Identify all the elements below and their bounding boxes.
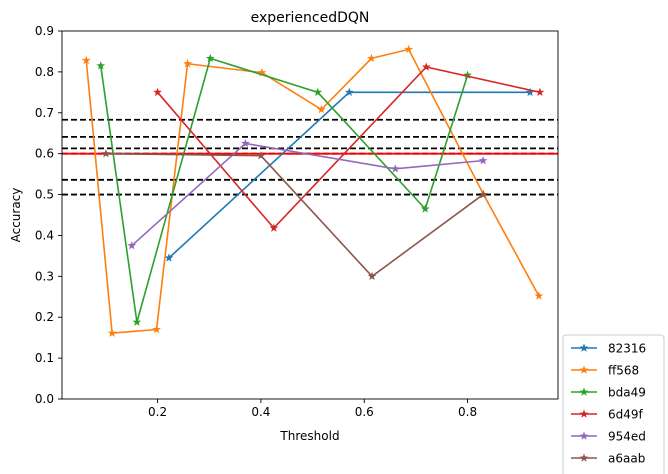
chart-title: experiencedDQN bbox=[251, 10, 370, 26]
data-point bbox=[534, 291, 544, 300]
data-point bbox=[241, 138, 250, 148]
data-point bbox=[344, 87, 354, 97]
data-point bbox=[183, 59, 192, 68]
legend-marker bbox=[579, 343, 589, 352]
series-bda49 bbox=[96, 53, 472, 326]
legend-item: bda49 bbox=[571, 386, 646, 400]
series-line bbox=[131, 142, 484, 247]
legend-marker bbox=[579, 387, 589, 396]
series-82316 bbox=[164, 87, 535, 262]
x-tick-label: 0.4 bbox=[251, 405, 270, 419]
legend-marker bbox=[579, 409, 589, 418]
y-tick-label: 0.8 bbox=[35, 65, 54, 79]
series-line bbox=[99, 57, 469, 323]
legend-item: a6aab bbox=[571, 452, 645, 466]
series-line bbox=[105, 152, 484, 278]
data-point bbox=[257, 68, 267, 77]
legend-marker bbox=[579, 431, 589, 440]
y-tick-label: 0.9 bbox=[35, 24, 54, 38]
data-point bbox=[164, 253, 174, 262]
y-axis-label: Accuracy bbox=[9, 188, 23, 243]
data-point bbox=[404, 44, 414, 54]
plot-area bbox=[61, 30, 559, 400]
x-tick-label: 0.6 bbox=[355, 405, 374, 419]
y-tick-label: 0.4 bbox=[35, 228, 54, 242]
legend-label: 82316 bbox=[608, 342, 646, 356]
series-line bbox=[156, 66, 541, 230]
legend-label: 6d49f bbox=[608, 408, 644, 422]
legend-marker bbox=[579, 365, 589, 374]
data-point bbox=[81, 55, 91, 65]
series-6d49f bbox=[153, 62, 545, 232]
x-axis-ticks: 0.2 0.4 0.6 0.8 bbox=[148, 399, 477, 419]
series-ff568 bbox=[81, 44, 544, 337]
y-tick-label: 0.3 bbox=[35, 269, 54, 283]
y-tick-label: 0.1 bbox=[35, 351, 54, 365]
data-point bbox=[127, 241, 137, 250]
data-point bbox=[478, 189, 488, 199]
legend-label: ff568 bbox=[608, 364, 639, 378]
x-axis-label: Threshold bbox=[279, 429, 339, 443]
data-point bbox=[269, 223, 279, 232]
legend: 82316 ff568 bda49 6d49f 954ed a6aab bbox=[562, 334, 665, 474]
plot-background bbox=[62, 31, 558, 399]
data-point bbox=[313, 87, 323, 97]
data-point bbox=[96, 61, 106, 70]
data-point bbox=[421, 62, 431, 71]
data-point bbox=[367, 53, 376, 63]
y-tick-label: 0.6 bbox=[35, 147, 54, 161]
legend-label: 954ed bbox=[608, 430, 646, 444]
axes-frame bbox=[61, 30, 559, 400]
series-954ed bbox=[127, 138, 488, 250]
legend-item: 954ed bbox=[571, 430, 646, 444]
data-point bbox=[367, 271, 377, 281]
legend-item: 6d49f bbox=[571, 408, 644, 422]
y-tick-label: 0.2 bbox=[35, 310, 54, 324]
legend-label: bda49 bbox=[608, 386, 646, 400]
data-point bbox=[316, 104, 326, 114]
data-point bbox=[478, 156, 488, 165]
data-point bbox=[132, 317, 142, 326]
data-point bbox=[256, 151, 266, 160]
x-tick-label: 0.8 bbox=[458, 405, 477, 419]
y-tick-label: 0.0 bbox=[35, 392, 54, 406]
data-point bbox=[420, 204, 430, 213]
y-tick-label: 0.5 bbox=[35, 188, 54, 202]
legend-label: a6aab bbox=[608, 452, 645, 466]
data-point bbox=[390, 164, 400, 173]
x-tick-label: 0.2 bbox=[148, 405, 167, 419]
legend-item: ff568 bbox=[571, 364, 639, 378]
data-point bbox=[535, 87, 545, 97]
y-tick-label: 0.7 bbox=[35, 106, 54, 120]
data-point bbox=[101, 149, 111, 158]
data-point bbox=[205, 53, 215, 63]
data-point bbox=[525, 87, 535, 97]
y-axis-ticks: 0.0 0.1 0.2 0.3 0.4 0.5 0.6 0.7 0.8 0.9 bbox=[35, 24, 62, 406]
series-line bbox=[85, 48, 540, 335]
legend-marker bbox=[579, 453, 589, 462]
legend-item: 82316 bbox=[571, 342, 646, 356]
series-a6aab bbox=[101, 149, 488, 281]
data-point bbox=[153, 87, 162, 97]
data-point bbox=[107, 328, 117, 337]
data-point bbox=[152, 324, 161, 334]
data-point bbox=[463, 70, 472, 79]
